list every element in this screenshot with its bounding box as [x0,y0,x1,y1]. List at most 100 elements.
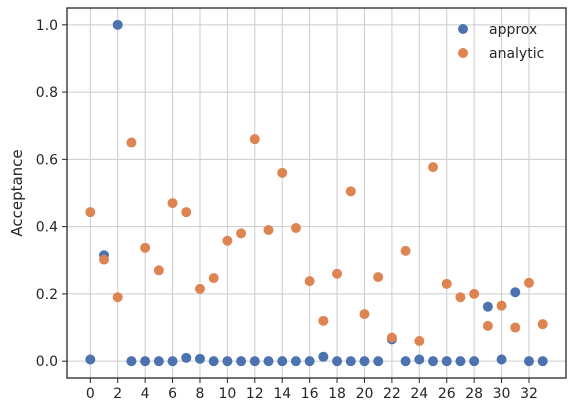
point-approx [523,356,534,367]
x-tick-label: 26 [438,386,456,402]
point-analytic [373,272,384,283]
point-approx [140,356,151,367]
legend: approx analytic [458,22,544,62]
point-analytic [455,292,466,303]
point-analytic [304,276,315,287]
point-analytic [249,134,260,145]
point-analytic [345,186,356,197]
y-tick-label: 0.6 [36,152,58,168]
x-tick-label: 0 [86,386,95,402]
point-analytic [359,309,370,320]
point-approx [112,19,123,30]
point-approx [318,351,329,362]
y-tick-label: 0.2 [36,287,58,303]
point-analytic [208,273,219,284]
grid-lines [67,8,566,378]
x-tick-label: 22 [383,386,401,402]
point-analytic [537,319,548,330]
legend-marker-analytic [458,48,468,58]
point-approx [510,287,521,298]
point-analytic [99,254,110,265]
point-approx [345,356,356,367]
y-tick-label: 0.0 [36,354,58,370]
point-analytic [194,283,205,294]
point-approx [496,354,507,365]
point-analytic [414,336,425,346]
point-approx [263,356,274,367]
series-analytic [85,134,548,346]
point-approx [85,354,96,365]
point-analytic [482,320,493,331]
point-analytic [167,198,178,209]
point-analytic [290,222,301,233]
x-tick-label: 28 [465,386,483,402]
y-tick-label: 0.4 [36,220,58,236]
x-tick-label: 6 [168,386,177,402]
point-analytic [441,278,452,289]
x-tick-label: 18 [328,386,346,402]
point-approx [428,356,439,367]
point-approx [153,356,164,367]
x-tick-label: 2 [113,386,122,402]
point-approx [400,356,411,367]
point-analytic [386,332,397,343]
point-approx [482,301,493,312]
point-analytic [332,268,343,279]
point-analytic [318,315,329,326]
point-approx [126,356,137,367]
x-tick-label: 30 [493,386,511,402]
x-tick-label: 10 [218,386,236,402]
x-tick-label: 4 [141,386,150,402]
point-analytic [469,288,480,299]
point-approx [304,356,315,367]
point-approx [359,356,370,367]
plot-area-frame [66,7,567,379]
y-tick-label: 1.0 [36,18,58,34]
point-approx [167,356,178,367]
point-approx [290,356,301,367]
x-tick-label: 24 [410,386,428,402]
point-analytic [400,245,411,256]
point-approx [181,352,192,363]
x-tick-label: 14 [273,386,291,402]
point-analytic [181,207,192,218]
data-points [85,19,548,367]
point-approx [222,356,233,367]
point-approx [441,356,452,367]
point-approx [469,356,480,367]
point-analytic [112,292,123,303]
series-approx [85,19,548,367]
point-approx [537,356,548,367]
point-analytic [85,207,96,218]
legend-label-approx: approx [489,22,537,38]
x-tick-label: 12 [246,386,264,402]
x-tick-label: 16 [301,386,319,402]
y-tick-label: 0.8 [36,85,58,101]
point-analytic [263,225,274,235]
point-analytic [277,167,288,178]
point-approx [414,354,425,365]
legend-marker-approx [458,24,468,34]
point-approx [332,356,343,367]
point-analytic [140,242,151,253]
point-approx [455,356,466,367]
point-analytic [153,265,164,276]
point-approx [277,356,288,367]
x-tick-label: 8 [196,386,205,402]
point-analytic [428,162,439,173]
point-approx [208,356,219,367]
point-analytic [496,300,507,311]
point-analytic [523,277,534,288]
axis-ticks: 0 2 4 6 8 10 12 14 16 18 20 22 24 26 28 30 320.00.20.40.… [36,18,538,402]
point-approx [373,356,384,367]
point-approx [194,353,205,364]
legend-label-analytic: analytic [489,46,544,62]
x-tick-label: 32 [520,386,538,402]
y-axis-label: Acceptance [8,149,26,236]
point-approx [236,356,247,367]
point-analytic [126,137,137,148]
point-analytic [236,228,247,239]
point-analytic [222,235,233,246]
point-approx [249,356,260,367]
